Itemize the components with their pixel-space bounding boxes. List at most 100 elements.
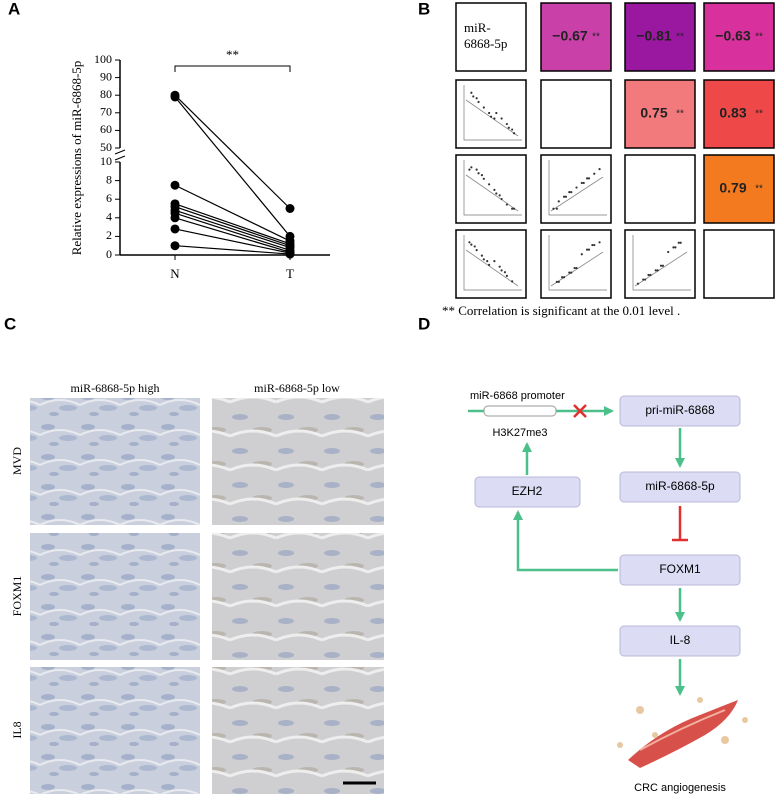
thumb-dot xyxy=(500,269,503,272)
thumb-dot xyxy=(498,265,501,268)
thumb-dot xyxy=(488,263,491,266)
thumb-dot xyxy=(473,245,476,248)
coefficient: 0.83 xyxy=(719,105,746,121)
cell xyxy=(703,79,775,149)
pair-line xyxy=(174,245,291,255)
thumb-dot xyxy=(644,278,647,281)
node xyxy=(619,471,741,503)
significance: ** xyxy=(755,32,763,43)
thumb-dot xyxy=(470,91,473,94)
cell xyxy=(624,229,696,299)
thumb-dot xyxy=(498,194,501,197)
significance: ** xyxy=(755,184,763,195)
thumb-dot xyxy=(486,260,489,263)
variable-label: miR-6868-5p xyxy=(464,20,507,51)
cell xyxy=(703,154,775,224)
thumb-dot xyxy=(475,249,478,252)
thumb-dot xyxy=(564,195,568,198)
thumb-dot xyxy=(568,191,571,194)
thumb-dot xyxy=(503,271,507,274)
node xyxy=(619,625,741,657)
cell xyxy=(703,229,775,299)
thumb-dot xyxy=(598,168,601,171)
thumb-dot xyxy=(511,207,514,210)
thumb-dot xyxy=(593,243,596,247)
thumb-dot xyxy=(568,271,571,274)
cell xyxy=(540,154,612,224)
thumb-dot xyxy=(570,191,573,194)
axis-break xyxy=(114,155,126,161)
thumb-dot xyxy=(482,106,485,109)
thumb-dot xyxy=(493,117,496,120)
thumb-axes xyxy=(463,85,522,141)
trend-line xyxy=(465,174,519,212)
micrograph xyxy=(30,667,200,794)
panel-letter: C xyxy=(4,314,16,333)
micrograph xyxy=(30,533,200,660)
thumb-dot xyxy=(585,177,589,180)
thumb-dot xyxy=(674,246,677,249)
point xyxy=(285,249,295,259)
coefficient: 0.75 xyxy=(640,105,667,121)
y-tick-label: 8 xyxy=(106,172,112,186)
trend-line xyxy=(465,99,519,137)
thumb-dot xyxy=(667,250,670,254)
panel-letter: A xyxy=(8,0,20,18)
thumb-dot xyxy=(580,253,583,256)
thumb-dot xyxy=(495,111,498,115)
node-label: IL-8 xyxy=(670,633,691,647)
significance-bracket xyxy=(174,65,291,72)
block-mark xyxy=(573,404,587,418)
thumb-axes xyxy=(548,235,607,291)
thumb-dot xyxy=(598,241,601,244)
thumb-dot xyxy=(488,111,491,115)
pair-line xyxy=(174,209,291,249)
thumb-axes xyxy=(463,160,522,216)
thumb-dot xyxy=(507,126,510,129)
footnote: ** Correlation is significant at the 0.0… xyxy=(442,303,680,318)
thumb-dot xyxy=(552,207,555,210)
thumb-dot xyxy=(472,95,475,98)
y-axis-label: Relative expressions of miR-6868-5p xyxy=(69,61,84,256)
thumb-dot xyxy=(642,278,645,281)
y-tick-label: 0 xyxy=(106,247,112,261)
y-tick-label: 50 xyxy=(100,140,112,154)
node-label: miR-6868 promoter xyxy=(470,390,565,402)
thumb-dot xyxy=(557,200,560,203)
thumb-dot xyxy=(475,168,478,171)
thumb-dot xyxy=(562,195,566,198)
y-tick-label: 90 xyxy=(100,69,112,83)
panel-letter: D xyxy=(418,314,430,333)
thumb-dot xyxy=(580,181,583,185)
cell xyxy=(703,2,775,72)
node-label: miR-6868-5p xyxy=(645,479,715,493)
thumb-dot xyxy=(587,248,591,251)
pair-line xyxy=(174,217,291,253)
thumb-dot xyxy=(649,273,652,277)
thumb-dot xyxy=(593,172,596,175)
node-label: pri-miR-6868 xyxy=(645,403,715,417)
thumb-dot xyxy=(661,264,665,267)
y-tick-label: 60 xyxy=(100,122,112,136)
column-title: miR-6868-5p low xyxy=(254,381,340,395)
node xyxy=(619,395,741,427)
pair-line xyxy=(174,206,291,247)
thumb-dot xyxy=(679,241,682,244)
thumb-dot xyxy=(672,246,675,249)
y-tick-label: 6 xyxy=(106,191,112,205)
thumb-dot xyxy=(468,241,471,244)
thumb-dot xyxy=(570,271,573,274)
thumb-dot xyxy=(505,203,508,206)
node-label: CRC angiogenesis xyxy=(634,782,726,794)
pair-line xyxy=(174,203,291,245)
cell xyxy=(624,79,696,149)
node-label: H3K27me3 xyxy=(492,427,547,439)
thumb-dot xyxy=(561,276,564,279)
thumb-dot xyxy=(555,280,558,283)
coefficient: 0.79 xyxy=(719,180,746,196)
thumb-dot xyxy=(575,186,578,189)
thumb-dot xyxy=(512,207,516,210)
significance: ** xyxy=(676,32,684,43)
